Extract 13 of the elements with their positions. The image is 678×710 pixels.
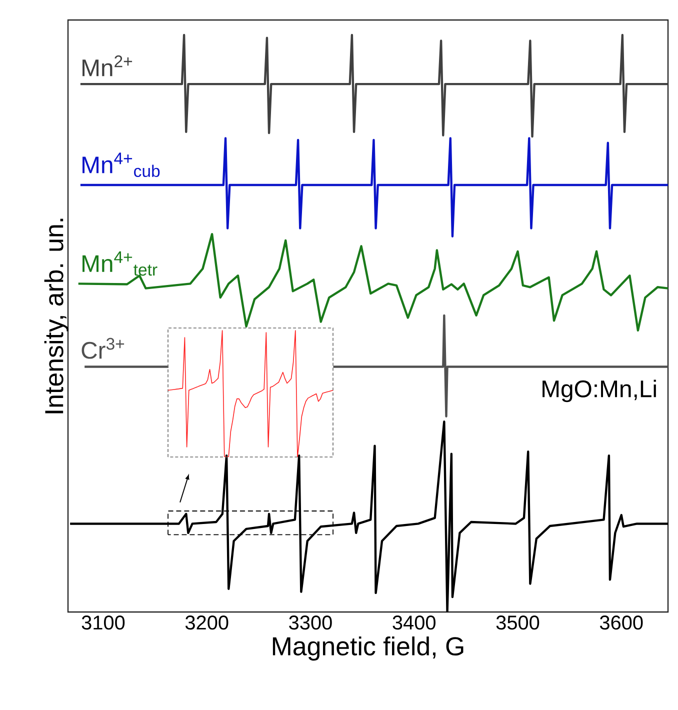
series-label: Mn$^{2+}$: [82, 55, 132, 76]
x-tick-label: 3500: [496, 616, 540, 630]
x-tick-label: 3300: [289, 616, 332, 630]
series-label: Mn$^{4+}$cub: [82, 152, 160, 178]
series-label: Mn$^{4+}$tetr: [82, 251, 158, 276]
text: MgO:Mn,Li: [542, 380, 656, 402]
x-axis-title: Magnetic field, G: [272, 636, 464, 661]
x-tick-label: 3400: [392, 616, 436, 630]
y-axis-title: Intensity, arb. un.: [44, 218, 68, 414]
series-label: Cr$^{3+}$: [82, 338, 124, 359]
x-tick-label: 3100: [82, 616, 125, 630]
x-tick-label: 3200: [185, 616, 228, 630]
x-tick-label: 3600: [600, 616, 643, 630]
